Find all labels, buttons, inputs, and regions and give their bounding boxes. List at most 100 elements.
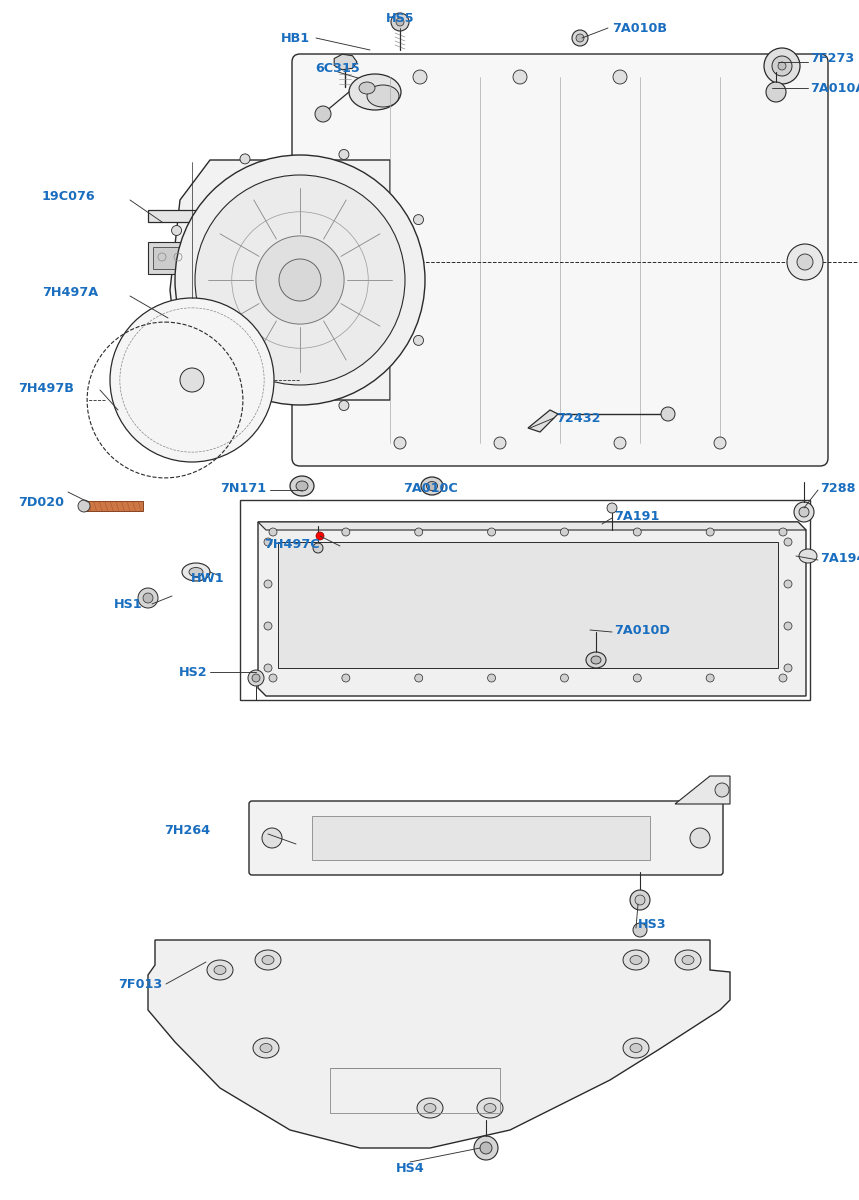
Polygon shape: [148, 940, 730, 1148]
Circle shape: [342, 528, 350, 536]
Ellipse shape: [623, 950, 649, 970]
Ellipse shape: [421, 476, 443, 494]
Bar: [148, 242, 196, 274]
Circle shape: [613, 70, 627, 84]
Text: 7H497B: 7H497B: [18, 382, 74, 395]
Circle shape: [143, 593, 153, 602]
Circle shape: [256, 236, 344, 324]
Text: 7H264: 7H264: [164, 823, 210, 836]
Polygon shape: [528, 410, 558, 432]
Circle shape: [264, 580, 272, 588]
Text: HS1: HS1: [113, 598, 143, 611]
Text: 7A010A: 7A010A: [810, 82, 859, 95]
Circle shape: [799, 506, 809, 517]
Bar: [678, 548, 700, 570]
Circle shape: [262, 828, 282, 848]
Circle shape: [240, 396, 250, 406]
Ellipse shape: [349, 74, 401, 110]
Circle shape: [391, 13, 409, 31]
Circle shape: [488, 674, 496, 682]
Bar: [634, 592, 656, 614]
Text: 7A191: 7A191: [614, 510, 660, 522]
Text: HS2: HS2: [180, 666, 208, 678]
Circle shape: [172, 226, 181, 235]
Circle shape: [784, 538, 792, 546]
Text: 19C076: 19C076: [42, 190, 95, 203]
Circle shape: [794, 502, 814, 522]
Bar: [590, 592, 612, 614]
Circle shape: [661, 407, 675, 421]
Bar: [770, 68, 782, 74]
Bar: [240, 500, 810, 700]
Circle shape: [784, 622, 792, 630]
Text: HS3: HS3: [638, 918, 667, 930]
Circle shape: [778, 62, 786, 70]
Ellipse shape: [682, 955, 694, 965]
Circle shape: [413, 215, 423, 224]
Bar: [153, 247, 189, 269]
Text: HW1: HW1: [192, 571, 225, 584]
Text: 7A194: 7A194: [820, 552, 859, 564]
Ellipse shape: [253, 1038, 279, 1058]
Ellipse shape: [207, 960, 233, 980]
Text: 7H497C: 7H497C: [264, 538, 320, 551]
Circle shape: [560, 528, 569, 536]
Circle shape: [784, 580, 792, 588]
Circle shape: [394, 437, 406, 449]
Circle shape: [572, 30, 588, 46]
Circle shape: [772, 56, 792, 76]
Circle shape: [633, 674, 642, 682]
Ellipse shape: [296, 481, 308, 491]
Circle shape: [797, 254, 813, 270]
Ellipse shape: [260, 1044, 272, 1052]
Bar: [678, 592, 700, 614]
FancyBboxPatch shape: [292, 54, 828, 466]
Circle shape: [494, 437, 506, 449]
Circle shape: [415, 674, 423, 682]
Ellipse shape: [262, 955, 274, 965]
Circle shape: [180, 368, 204, 392]
Ellipse shape: [586, 652, 606, 668]
Ellipse shape: [255, 950, 281, 970]
Ellipse shape: [290, 476, 314, 496]
Ellipse shape: [630, 1044, 642, 1052]
Circle shape: [635, 895, 645, 905]
Polygon shape: [84, 502, 143, 511]
Polygon shape: [334, 54, 357, 70]
Ellipse shape: [359, 82, 375, 94]
Circle shape: [764, 48, 800, 84]
Circle shape: [784, 664, 792, 672]
Circle shape: [78, 500, 90, 512]
Circle shape: [633, 923, 647, 937]
Circle shape: [576, 34, 584, 42]
Text: HS4: HS4: [396, 1162, 424, 1175]
Ellipse shape: [214, 966, 226, 974]
Text: 7A010D: 7A010D: [614, 624, 670, 636]
Circle shape: [240, 154, 250, 164]
Bar: [590, 548, 612, 570]
Text: HB1: HB1: [281, 31, 310, 44]
Text: 7F013: 7F013: [118, 978, 162, 990]
Circle shape: [264, 622, 272, 630]
Circle shape: [195, 175, 405, 385]
Ellipse shape: [189, 568, 203, 576]
Circle shape: [315, 106, 331, 122]
Text: 7A010B: 7A010B: [612, 22, 667, 35]
Text: 7H497A: 7H497A: [42, 286, 98, 299]
Circle shape: [690, 828, 710, 848]
Circle shape: [513, 70, 527, 84]
Circle shape: [396, 18, 404, 26]
Circle shape: [779, 528, 787, 536]
Circle shape: [175, 155, 425, 404]
Circle shape: [110, 298, 274, 462]
Circle shape: [715, 782, 729, 797]
Circle shape: [413, 70, 427, 84]
Polygon shape: [170, 160, 415, 400]
Ellipse shape: [799, 550, 817, 563]
Circle shape: [607, 503, 617, 514]
Ellipse shape: [630, 955, 642, 965]
Circle shape: [339, 150, 349, 160]
Polygon shape: [675, 776, 730, 804]
Circle shape: [714, 437, 726, 449]
Circle shape: [342, 674, 350, 682]
